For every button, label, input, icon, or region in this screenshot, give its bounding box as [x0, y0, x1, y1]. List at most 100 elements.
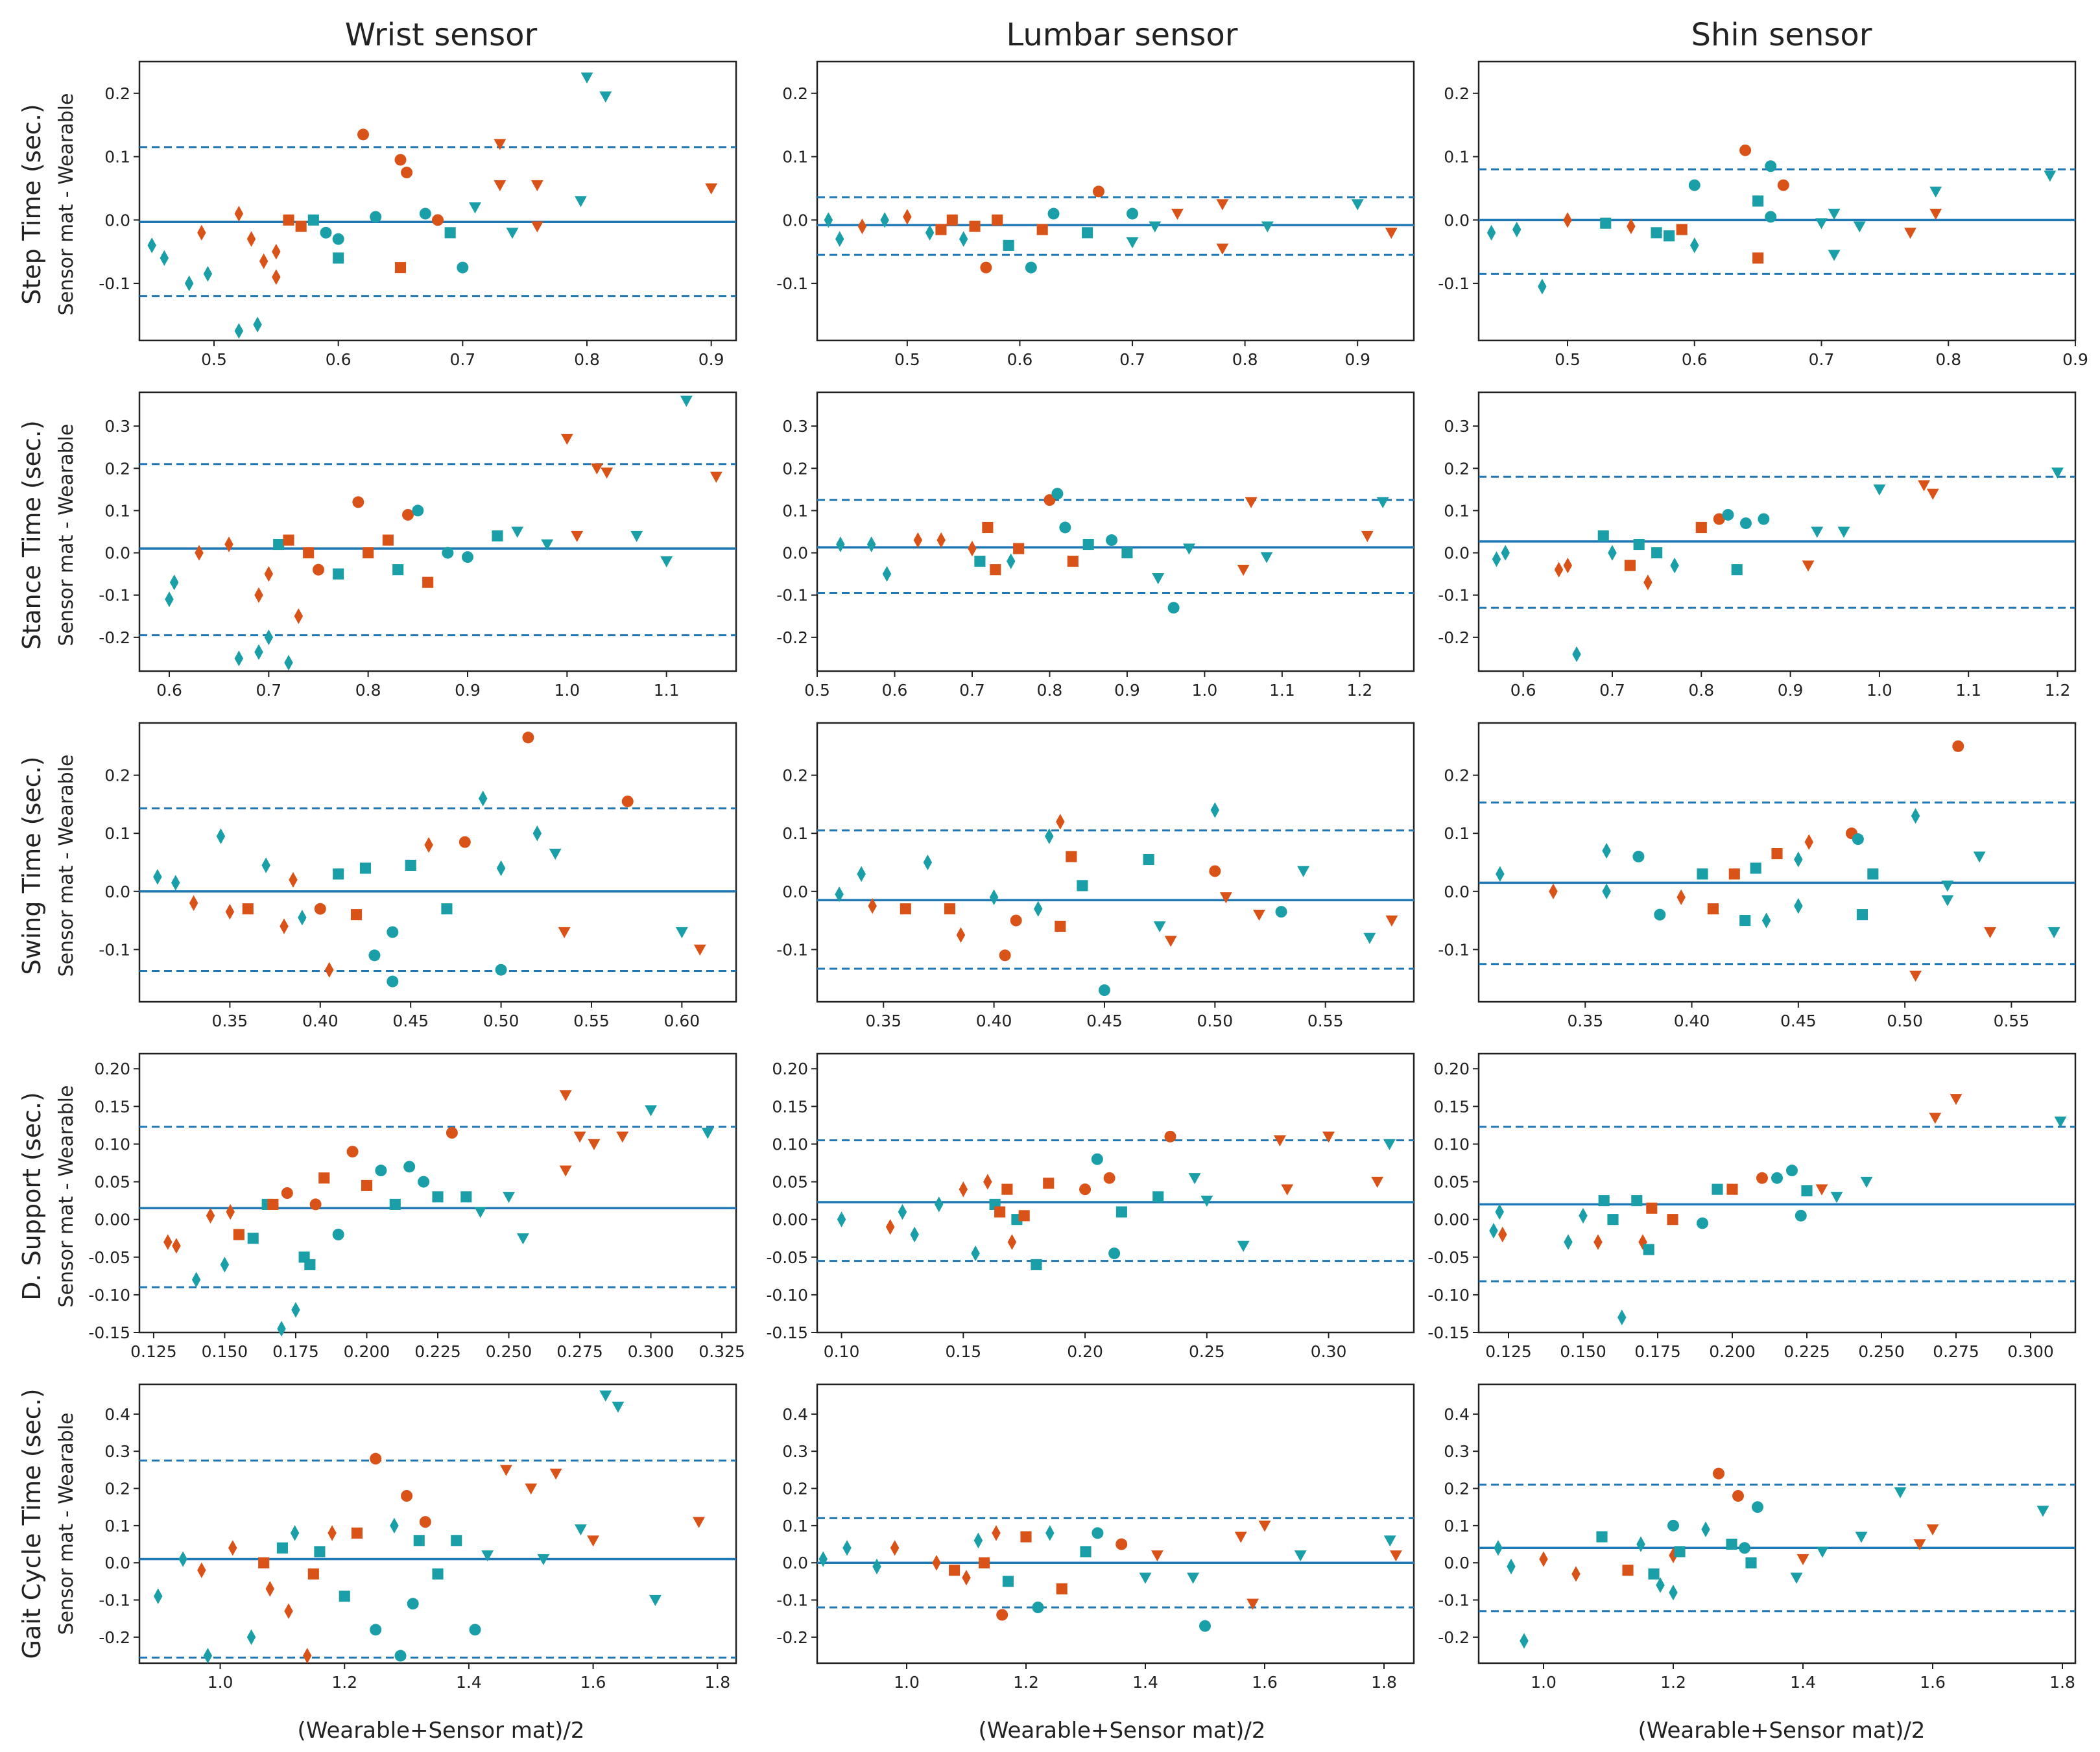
x-tick-label: 0.35	[865, 1012, 901, 1030]
data-point-diamond	[206, 1207, 215, 1224]
data-point-circle	[1756, 1172, 1768, 1184]
x-tick-label: 0.45	[392, 1012, 429, 1030]
y-tick-label: -0.15	[1427, 1323, 1470, 1342]
y-tick-label: -0.1	[1438, 940, 1470, 959]
data-point-diamond	[1538, 278, 1547, 295]
data-point-square	[1631, 1195, 1643, 1207]
data-point-diamond	[277, 1321, 286, 1337]
data-point-triangle	[1219, 892, 1232, 904]
y-tick-label: 0.3	[104, 1442, 130, 1461]
x-tick-label: 0.7	[1119, 350, 1145, 369]
data-point-circle	[1092, 1527, 1104, 1539]
x-tick-label: 0.7	[959, 681, 985, 700]
data-point-triangle	[549, 848, 562, 860]
data-point-diamond	[284, 654, 293, 671]
y-tick-label: -0.2	[1438, 628, 1470, 647]
data-point-circle	[999, 949, 1011, 962]
data-point-square	[1596, 1531, 1608, 1543]
data-point-circle	[1654, 908, 1666, 921]
data-point-square	[1651, 547, 1663, 559]
y-tick-label: 0.20	[772, 1059, 808, 1078]
data-point-triangle	[675, 927, 688, 938]
y-tick-label: 0.2	[1444, 766, 1470, 785]
data-point-triangle	[525, 1483, 538, 1495]
data-point-square	[1056, 1583, 1068, 1594]
y-tick-label: 0.1	[1444, 824, 1470, 843]
data-point-square	[283, 214, 294, 226]
y-tick-label: 0.1	[104, 501, 130, 520]
x-tick-label: 0.55	[1994, 1012, 2030, 1030]
data-point-diamond	[254, 587, 263, 603]
data-point-triangle	[2054, 1116, 2067, 1128]
data-point-circle	[419, 207, 431, 220]
data-point-diamond	[937, 532, 946, 549]
x-tick-label: 0.250	[1858, 1342, 1905, 1361]
data-point-circle	[442, 547, 454, 559]
data-point-triangle	[701, 1128, 714, 1139]
x-tick-label: 1.6	[1252, 1673, 1278, 1692]
plot-frame	[138, 1383, 737, 1664]
data-point-square	[944, 903, 955, 915]
data-point-square	[969, 220, 981, 232]
data-point-triangle	[1802, 560, 1815, 572]
data-point-triangle	[680, 396, 693, 407]
data-point-diamond	[956, 927, 966, 943]
data-point-triangle	[1941, 881, 1954, 892]
panel-shin-d-support: 0.125 0.150 0.175 0.200 0.225 0.250 0.275 0.300…	[1427, 1052, 2077, 1361]
data-point-square	[451, 1535, 462, 1546]
data-point-triangle	[1297, 866, 1310, 877]
y-tick-label: 0.00	[94, 1211, 130, 1229]
data-point-square	[994, 1206, 1006, 1218]
x-tick-label: 0.45	[1780, 1012, 1817, 1030]
data-point-diamond	[290, 1525, 300, 1541]
data-point-square	[441, 903, 453, 915]
data-point-diamond	[1669, 1584, 1678, 1601]
data-point-square	[361, 1179, 373, 1191]
x-tick-label: 0.9	[698, 350, 724, 369]
x-tick-label: 0.250	[486, 1342, 532, 1361]
data-point-diamond	[1539, 1551, 1548, 1567]
data-point-triangle	[1126, 237, 1139, 248]
x-tick-label: 0.60	[664, 1012, 700, 1030]
data-point-diamond	[835, 886, 844, 903]
data-point-diamond	[1636, 1536, 1645, 1552]
data-point-triangle	[1351, 199, 1364, 211]
data-point-square	[1043, 1178, 1055, 1189]
x-tick-label: 1.2	[1660, 1673, 1686, 1692]
data-point-diamond	[1572, 646, 1581, 663]
y-tick-label: -0.1	[99, 274, 130, 293]
data-point-circle	[1667, 1519, 1679, 1532]
data-point-circle	[1739, 1542, 1750, 1554]
data-point-diamond	[903, 209, 912, 225]
data-point-triangle	[580, 72, 593, 84]
data-point-circle	[332, 1228, 344, 1240]
data-point-square	[307, 1568, 319, 1580]
data-point-diamond	[1911, 808, 1920, 824]
panel-shin-gait-cycle-time: 1.0 1.2 1.4 1.6 1.8 -0.2 -0.1 0.0 0.1 0.2 0.3 0.4	[1438, 1383, 2077, 1692]
data-point-triangle	[571, 530, 584, 542]
data-point-triangle	[1984, 927, 1997, 938]
y-tick-label: 0.20	[1433, 1059, 1470, 1078]
data-point-circle	[459, 836, 471, 848]
data-point-diamond	[228, 1540, 237, 1556]
data-point-circle	[1697, 1217, 1708, 1229]
data-point-circle	[1632, 851, 1645, 863]
data-point-circle	[1722, 508, 1734, 521]
x-tick-label: 0.6	[1682, 350, 1708, 369]
data-point-circle	[996, 1609, 1008, 1621]
data-point-circle	[419, 1516, 431, 1528]
plot-frame	[1477, 722, 2077, 1003]
data-point-circle	[1786, 1165, 1798, 1177]
data-point-square	[946, 214, 958, 226]
data-point-square	[1664, 230, 1675, 242]
data-point-diamond	[226, 1203, 235, 1220]
data-point-diamond	[968, 540, 977, 557]
data-point-triangle	[1237, 564, 1250, 576]
y-tick-label: 0.00	[1433, 1211, 1470, 1229]
x-tick-label: 0.8	[574, 350, 600, 369]
data-point-triangle	[1828, 250, 1841, 261]
data-point-triangle	[599, 91, 612, 103]
data-point-diamond	[1486, 224, 1496, 241]
data-point-square	[1676, 224, 1688, 235]
data-point-diamond	[253, 316, 262, 333]
